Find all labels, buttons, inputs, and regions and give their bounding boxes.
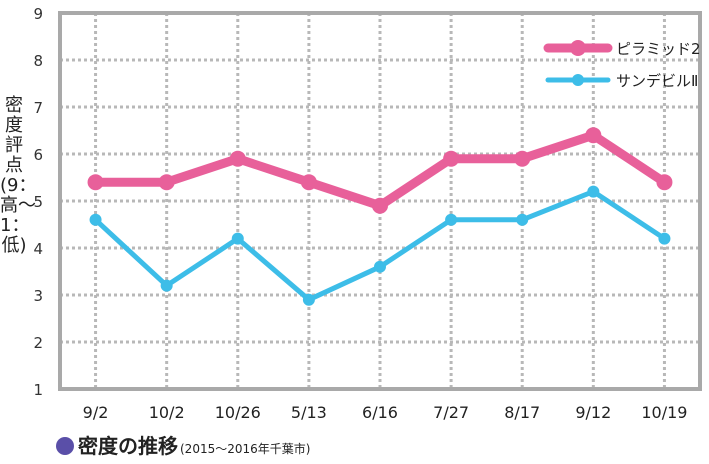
data-point (229, 150, 246, 167)
plot-frame (58, 11, 702, 391)
caption: 密度の推移 (2015〜2016年千葉市) (56, 430, 310, 459)
caption-bullet-icon (56, 437, 74, 455)
data-point (372, 197, 388, 214)
x-tick-label: 10/26 (215, 403, 261, 422)
x-tick-label: 10/2 (149, 403, 185, 422)
y-tick-label: 7 (33, 99, 43, 117)
y-tick-label: 4 (33, 240, 43, 258)
data-point (585, 127, 602, 144)
caption-title: 密度の推移 (78, 434, 178, 458)
data-point (658, 232, 671, 245)
data-point (514, 150, 531, 167)
data-point (158, 174, 175, 191)
x-tick-label: 6/16 (362, 403, 398, 422)
y-tick-label: 9 (33, 5, 43, 23)
data-point (89, 213, 102, 226)
x-tick-label: 9/2 (83, 403, 109, 422)
y-tick-label: 2 (33, 334, 43, 352)
y-tick-label: 5 (33, 193, 43, 211)
data-point (445, 213, 458, 226)
y-tick-label: 1 (33, 381, 43, 399)
legend-label: ピラミッド2 (616, 40, 701, 58)
legend-marker (572, 74, 584, 86)
y-tick-label: 8 (33, 52, 43, 70)
line-chart: 1 2 3 4 5 6 7 8 9 9/2 10/2 10/26 5/13 6/16 7/27 8/17 9/1… (33, 5, 702, 422)
caption-subtitle: (2015〜2016年千葉市) (180, 442, 311, 456)
x-tick-label: 10/19 (641, 403, 687, 422)
y-tick-label: 6 (33, 146, 43, 164)
y-tick-label: 3 (33, 287, 43, 305)
y-axis-title: 密度評点(9：高〜1：低) (0, 95, 37, 256)
legend-marker (570, 40, 586, 56)
data-point (302, 293, 315, 306)
x-tick-label: 9/12 (575, 403, 611, 422)
data-point (656, 174, 673, 191)
data-point (516, 213, 529, 226)
data-point (374, 260, 386, 273)
data-point (231, 232, 244, 245)
x-tick-label: 5/13 (291, 403, 327, 422)
data-point (300, 174, 317, 191)
data-point (87, 174, 104, 191)
x-tick-label: 8/17 (504, 403, 540, 422)
x-tick-label: 7/27 (433, 403, 469, 422)
legend-label: サンデビルⅡ (616, 72, 698, 90)
data-point (443, 150, 460, 167)
data-point (587, 185, 600, 198)
data-point (160, 279, 173, 292)
